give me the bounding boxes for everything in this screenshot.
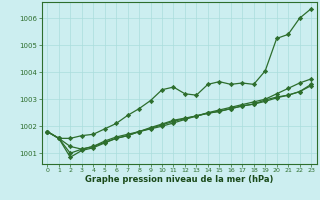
X-axis label: Graphe pression niveau de la mer (hPa): Graphe pression niveau de la mer (hPa) (85, 175, 273, 184)
